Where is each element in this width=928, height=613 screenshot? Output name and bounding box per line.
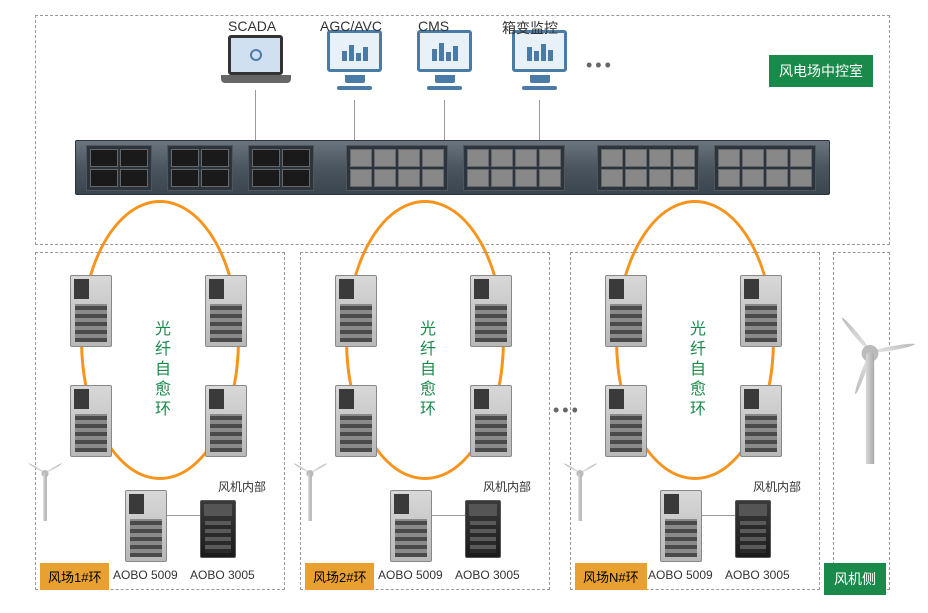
turbine-side-box (833, 252, 890, 590)
switch-device (70, 385, 112, 457)
cms-line (444, 100, 445, 140)
switch-device (70, 275, 112, 347)
scada-laptop (228, 35, 291, 83)
turbine-internal-1: 风机内部 (218, 478, 266, 495)
switch-device-3005 (465, 500, 501, 558)
device-3005-label-1: AOBO 3005 (190, 568, 255, 582)
sfp-ports-2 (167, 145, 233, 191)
agc-line (354, 100, 355, 140)
ring-3-label: 风场N#环 (575, 563, 647, 590)
rj45-ports-4 (714, 145, 816, 191)
switch-device (605, 275, 647, 347)
device-5009-label-1: AOBO 5009 (113, 568, 178, 582)
switch-device (470, 385, 512, 457)
device-3005-label-3: AOBO 3005 (725, 568, 790, 582)
ring-2-text: 光纤自愈环 (413, 320, 437, 420)
cms-monitor (417, 30, 472, 90)
agc-monitor (327, 30, 382, 90)
conn-line (432, 515, 465, 516)
device-5009-label-3: AOBO 5009 (648, 568, 713, 582)
device-3005-label-2: AOBO 3005 (455, 568, 520, 582)
switch-device (335, 275, 377, 347)
boxvar-label: 箱变监控 (502, 18, 558, 38)
switch-device-5009 (390, 490, 432, 562)
conn-line (702, 515, 735, 516)
switch-device (335, 385, 377, 457)
ring-ellipsis: ••• (553, 400, 581, 421)
system-ellipsis: ••• (586, 55, 614, 76)
switch-device (740, 275, 782, 347)
scada-label: SCADA (228, 18, 276, 34)
boxvar-line (539, 100, 540, 140)
turbine-internal-2: 风机内部 (483, 478, 531, 495)
switch-device (470, 275, 512, 347)
ring-1-text: 光纤自愈环 (148, 320, 172, 420)
switch-device (205, 385, 247, 457)
sfp-ports-1 (86, 145, 152, 191)
switch-device-3005 (200, 500, 236, 558)
ring-3-text: 光纤自愈环 (683, 320, 707, 420)
switch-device (605, 385, 647, 457)
switch-device-5009 (660, 490, 702, 562)
switch-device-3005 (735, 500, 771, 558)
cms-label: CMS (418, 18, 449, 34)
control-room-label: 风电场中控室 (769, 55, 873, 87)
rj45-ports-3 (597, 145, 699, 191)
rj45-ports-2 (463, 145, 565, 191)
main-switch (75, 140, 830, 195)
switch-device (740, 385, 782, 457)
turbine-side-label: 风机侧 (824, 563, 886, 595)
device-5009-label-2: AOBO 5009 (378, 568, 443, 582)
scada-line (255, 90, 256, 140)
ring-1-label: 风场1#环 (40, 563, 109, 590)
rj45-ports-1 (346, 145, 448, 191)
switch-device (205, 275, 247, 347)
turbine-internal-3: 风机内部 (753, 478, 801, 495)
sfp-ports-3 (248, 145, 314, 191)
switch-device-5009 (125, 490, 167, 562)
agc-label: AGC/AVC (320, 18, 382, 34)
boxvar-monitor (512, 30, 567, 90)
conn-line (167, 515, 200, 516)
ring-2-label: 风场2#环 (305, 563, 374, 590)
